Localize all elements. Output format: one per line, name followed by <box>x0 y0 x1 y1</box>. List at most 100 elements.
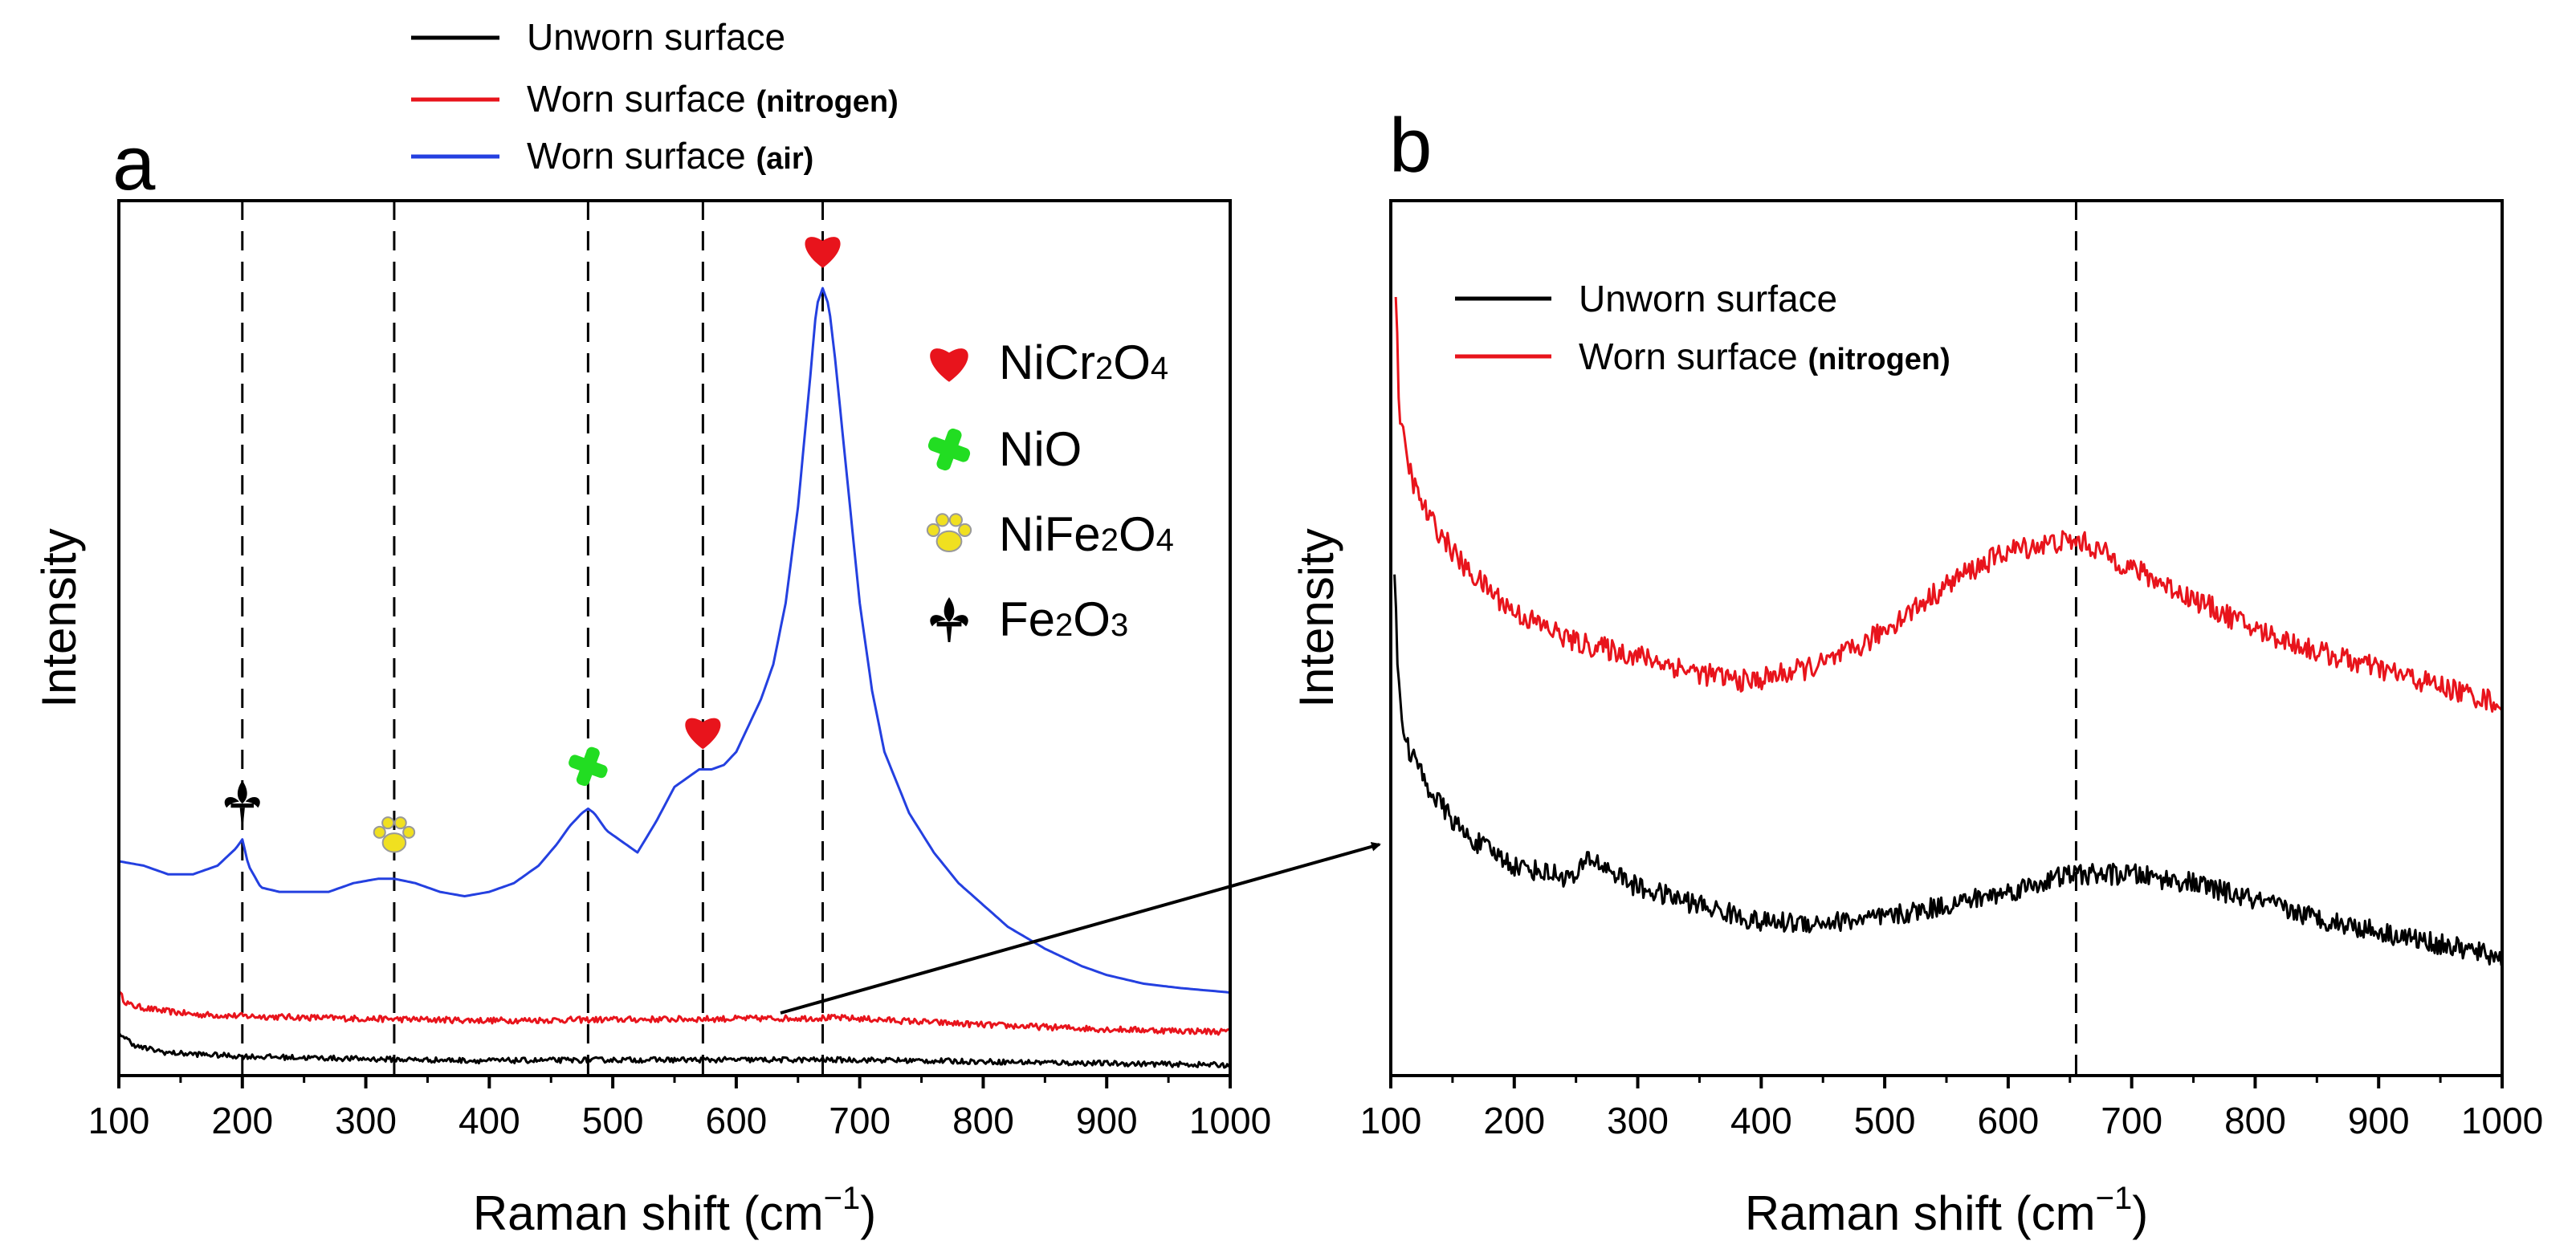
paw-toe <box>373 825 386 839</box>
ml-fe-sub1: 2 <box>1055 608 1073 643</box>
x-tick-label: 500 <box>582 1100 644 1141</box>
panel-b-frame <box>1389 199 2504 1077</box>
paw-toe <box>935 513 950 527</box>
cross-icon <box>927 428 971 471</box>
peak-marker <box>805 237 841 268</box>
x-tick-label: 800 <box>952 1100 1014 1141</box>
cross-icon-bar <box>576 746 600 787</box>
x-tick-label: 400 <box>459 1100 520 1141</box>
panel-a-xlabel-sup: −1 <box>824 1181 861 1216</box>
ml-nife-sub2: 4 <box>1156 523 1174 558</box>
x-tick-label: 600 <box>706 1100 768 1141</box>
panel-a-xlabel-text: Raman shift (cm <box>473 1186 824 1240</box>
x-tick-label: 100 <box>1360 1100 1422 1141</box>
panel-a-label: a <box>112 120 156 206</box>
ml-nicr-base: NiCr <box>999 336 1095 389</box>
series-line-worn-nitrogen <box>1394 296 2502 713</box>
panel-a-dashed-lines <box>241 201 825 1076</box>
ml-nicr-mid: O <box>1113 336 1151 389</box>
x-tick-label: 200 <box>211 1100 273 1141</box>
ml-fe-sub2: 3 <box>1111 608 1128 643</box>
cross-icon-bar <box>936 428 962 471</box>
paw-pad <box>381 832 407 853</box>
heart-icon <box>930 348 968 382</box>
ml-nife-base: NiFe <box>999 507 1101 561</box>
panel-a-series <box>117 287 1231 1069</box>
paw-toe <box>958 523 972 537</box>
cross-icon <box>569 746 608 787</box>
legend-nitrogen-suffix: (nitrogen) <box>756 85 898 119</box>
fleur-stem <box>946 626 952 642</box>
paw-toe <box>381 816 395 830</box>
fleur-petal <box>944 597 955 622</box>
panel-b-legend-worn-label: Worn surface <box>1579 336 1798 377</box>
fleur-band <box>936 621 962 627</box>
fleur-petal <box>930 615 946 627</box>
legend-air-suffix: (air) <box>756 142 813 176</box>
paw-icon <box>373 816 416 853</box>
fleur-petal <box>237 780 247 804</box>
panel-a-y-axis-label: Intensity <box>32 528 86 707</box>
fleur-petal <box>245 796 260 808</box>
panel-b-xlabel-text: Raman shift (cm <box>1745 1186 2096 1240</box>
fleur-icon <box>224 780 260 823</box>
ml-nife-mid: O <box>1119 507 1156 561</box>
x-tick-label: 100 <box>88 1100 150 1141</box>
panel-b-y-axis-label: Intensity <box>1290 528 1343 707</box>
marker-legend-fleur-icon <box>930 597 968 642</box>
paw-toe <box>402 825 416 839</box>
panel-a: a 100 200 300 400 500 600 700 800 900 1000 Raman … <box>32 120 1271 1240</box>
x-tick-label: 700 <box>829 1100 891 1141</box>
zoom-arrow <box>780 841 1381 1015</box>
paw-icon <box>926 513 972 553</box>
ml-nicr-sub2: 4 <box>1151 351 1168 386</box>
x-tick-label: 900 <box>1076 1100 1138 1141</box>
legend-worn-label: Worn surface <box>527 78 746 120</box>
panel-b-legend: Unworn surface Worn surface (nitrogen) <box>1455 278 1950 377</box>
legend-label-worn-air: Worn surface (air) <box>527 135 813 177</box>
paw-toe <box>393 816 407 830</box>
panel-a-x-axis-label: Raman shift (cm−1) <box>473 1181 876 1240</box>
marker-legend-paw-icon <box>926 513 972 553</box>
marker-legend: NiCr2O4 NiO NiFe2O4 Fe2O3 <box>926 336 1174 646</box>
marker-legend-nicr2o4: NiCr2O4 <box>999 336 1168 389</box>
paw-toe <box>948 513 963 527</box>
series-line-worn-nitrogen <box>117 991 1229 1036</box>
fleur-icon <box>930 597 968 642</box>
heart-icon <box>685 718 721 750</box>
panel-b-x-ticks: 100 200 300 400 500 600 700 800 900 1000 <box>1360 1076 2543 1141</box>
panel-a-xlabel-close: ) <box>860 1186 876 1240</box>
x-tick-label: 200 <box>1483 1100 1545 1141</box>
fleur-petal <box>224 796 239 808</box>
panel-b-xlabel-sup: −1 <box>2096 1181 2133 1216</box>
fleur-stem <box>239 807 245 823</box>
marker-legend-fe2o3: Fe2O3 <box>999 592 1128 646</box>
peak-marker <box>569 746 608 787</box>
x-tick-label: 300 <box>335 1100 397 1141</box>
legend-label-unworn: Unworn surface <box>527 16 785 58</box>
panel-a-peak-markers <box>224 237 841 853</box>
panel-b-label: b <box>1389 103 1432 189</box>
series-line-worn-air <box>118 287 1231 994</box>
panel-b-legend-label-worn-nitrogen: Worn surface (nitrogen) <box>1579 336 1950 377</box>
x-tick-label: 1000 <box>1189 1100 1271 1141</box>
legend-worn-label-air: Worn surface <box>527 135 746 177</box>
marker-legend-nio: NiO <box>999 422 1082 476</box>
peak-marker <box>224 780 260 823</box>
panel-b-legend-label-unworn: Unworn surface <box>1579 278 1837 319</box>
ml-fe-base: Fe <box>999 592 1055 646</box>
panel-b-x-axis-label: Raman shift (cm−1) <box>1745 1181 2148 1240</box>
paw-toe <box>926 523 940 537</box>
marker-legend-cross-icon <box>927 428 971 471</box>
x-tick-label: 600 <box>1978 1100 2040 1141</box>
top-legend: Unworn surface Worn surface (nitrogen) W… <box>411 16 899 177</box>
x-tick-label: 800 <box>2224 1100 2286 1141</box>
marker-legend-nife2o4: NiFe2O4 <box>999 507 1174 561</box>
ml-fe-mid: O <box>1073 592 1111 646</box>
panel-b: b 100 200 300 400 500 600 700 800 900 1000 Raman … <box>1290 103 2543 1240</box>
peak-marker <box>685 718 721 750</box>
series-line-unworn <box>1393 574 2503 966</box>
heart-icon <box>805 237 841 268</box>
